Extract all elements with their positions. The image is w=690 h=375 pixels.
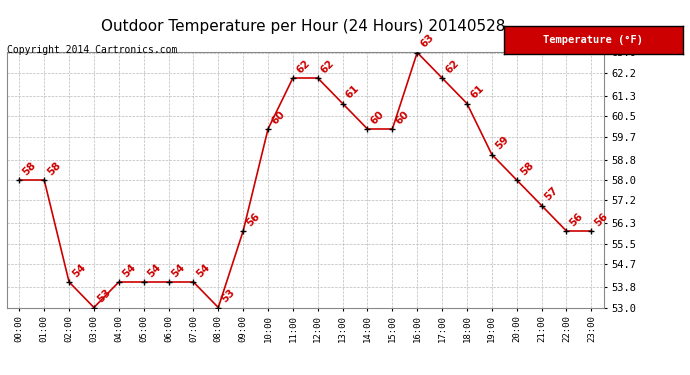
Text: 60: 60: [369, 109, 386, 126]
Text: 62: 62: [319, 58, 337, 75]
Text: 62: 62: [444, 58, 461, 75]
Text: 56: 56: [593, 211, 610, 228]
Text: 53: 53: [219, 287, 237, 305]
Text: 61: 61: [469, 83, 486, 101]
Text: 53: 53: [95, 287, 112, 305]
Text: 54: 54: [120, 262, 137, 279]
Text: 54: 54: [195, 262, 213, 279]
Text: 63: 63: [419, 32, 436, 50]
Text: 61: 61: [344, 83, 362, 101]
Text: 62: 62: [294, 58, 312, 75]
Text: 57: 57: [543, 185, 560, 203]
Text: 58: 58: [21, 160, 38, 177]
Text: 54: 54: [70, 262, 88, 279]
Text: Outdoor Temperature per Hour (24 Hours) 20140528: Outdoor Temperature per Hour (24 Hours) …: [101, 19, 506, 34]
Text: 56: 56: [244, 211, 262, 228]
Text: 59: 59: [493, 135, 511, 152]
Text: 56: 56: [568, 211, 585, 228]
Text: 58: 58: [518, 160, 535, 177]
Text: Temperature (°F): Temperature (°F): [544, 35, 643, 45]
Text: Copyright 2014 Cartronics.com: Copyright 2014 Cartronics.com: [7, 45, 177, 55]
Text: 54: 54: [170, 262, 188, 279]
Text: 60: 60: [394, 109, 411, 126]
Text: 58: 58: [46, 160, 63, 177]
Text: 54: 54: [145, 262, 162, 279]
Text: 60: 60: [269, 109, 287, 126]
